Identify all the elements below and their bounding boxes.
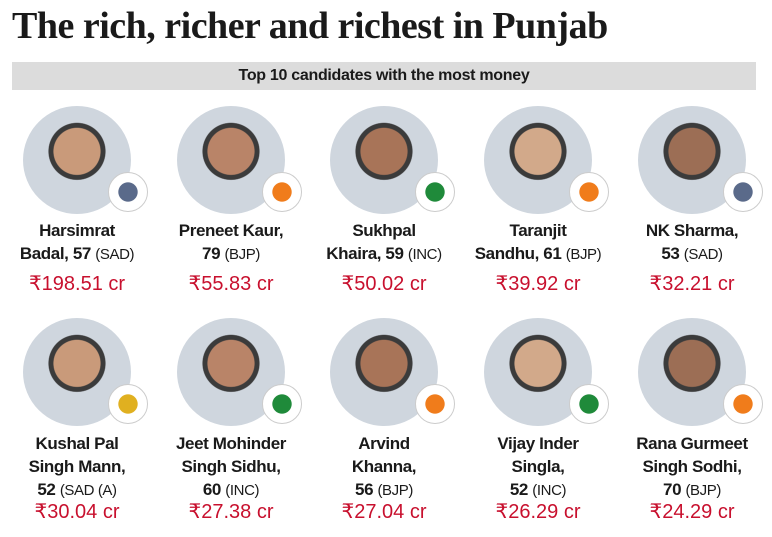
wealth: ₹26.29 cr xyxy=(495,501,581,523)
candidate-name: Rana Gurmeet Singh Sodhi, 70 (BJP) xyxy=(615,432,769,502)
party-icon xyxy=(723,172,763,212)
party: (BJP) xyxy=(565,246,602,263)
name-line: Singla, xyxy=(511,457,565,476)
candidate-card: Rana Gurmeet Singh Sodhi, 70 (BJP) ₹24.29 c… xyxy=(615,318,769,530)
party: (SAD) xyxy=(683,246,723,263)
name-line: Sandhu, 61 (BJP) xyxy=(474,244,602,263)
candidate-card: Preneet Kaur, 79 (BJP) ₹55.83 cr xyxy=(154,106,308,318)
wealth: ₹27.04 cr xyxy=(341,501,427,523)
subtitle-bar: Top 10 candidates with the most money xyxy=(12,62,756,90)
party-icon xyxy=(262,384,302,424)
wealth: ₹50.02 cr xyxy=(341,273,427,295)
party-icon xyxy=(108,172,148,212)
candidate-name: Preneet Kaur, 79 (BJP) xyxy=(154,219,308,266)
candidate-name: Taranjit Sandhu, 61 (BJP) xyxy=(461,219,615,266)
name-line: NK Sharma, xyxy=(645,221,739,240)
candidate-card: Harsimrat Badal, 57 (SAD) ₹198.51 cr xyxy=(0,106,154,318)
party: (BJP) xyxy=(377,482,413,499)
subtitle: Top 10 candidates with the most money xyxy=(238,67,530,84)
name-line: 52 (INC) xyxy=(509,480,567,499)
candidate-card: Sukhpal Khaira, 59 (INC) ₹50.02 cr xyxy=(307,106,461,318)
name-line: Sukhpal xyxy=(352,221,416,240)
party-icon xyxy=(415,172,455,212)
candidate-name: Vijay Inder Singla, 52 (INC) xyxy=(461,432,615,502)
party: (BJP) xyxy=(224,246,260,263)
party: (SAD) xyxy=(95,246,135,263)
name-line: Arvind xyxy=(358,434,410,453)
party: (BJP) xyxy=(685,482,721,499)
name-line: Singh Sidhu, xyxy=(181,457,281,476)
name-line: Khanna, xyxy=(351,457,417,476)
candidate-name: Arvind Khanna, 56 (BJP) xyxy=(307,432,461,502)
name-line: Rana Gurmeet xyxy=(636,434,748,453)
party-icon xyxy=(262,172,302,212)
name-line: 70 (BJP) xyxy=(663,480,721,499)
wealth: ₹198.51 cr xyxy=(28,273,126,295)
wealth: ₹55.83 cr xyxy=(188,273,274,295)
candidate-card: NK Sharma, 53 (SAD) ₹32.21 cr xyxy=(615,106,769,318)
name-line: Harsimrat xyxy=(39,221,115,240)
party-icon xyxy=(108,384,148,424)
party: (INC) xyxy=(407,246,442,263)
candidate-card: Kushal Pal Singh Mann, 52 (SAD (A) ₹30.04 c… xyxy=(0,318,154,530)
wealth: ₹27.38 cr xyxy=(188,501,274,523)
name-line: 53 (SAD) xyxy=(661,244,723,263)
candidate-name: Jeet Mohinder Singh Sidhu, 60 (INC) xyxy=(154,432,308,502)
party-icon xyxy=(415,384,455,424)
wealth: ₹24.29 cr xyxy=(649,501,735,523)
name-line: Singh Sodhi, xyxy=(642,457,742,476)
name-line: Vijay Inder xyxy=(497,434,579,453)
party-icon xyxy=(723,384,763,424)
name-line: Preneet Kaur, xyxy=(178,221,284,240)
name-line: Taranjit xyxy=(509,221,567,240)
party-icon xyxy=(569,172,609,212)
candidate-name: NK Sharma, 53 (SAD) xyxy=(615,219,769,266)
name-line: 79 (BJP) xyxy=(202,244,260,263)
name-line: Singh Mann, xyxy=(28,457,126,476)
name-line: 60 (INC) xyxy=(202,480,260,499)
candidate-card: Jeet Mohinder Singh Sidhu, 60 (INC) ₹27.38 … xyxy=(154,318,308,530)
party: (INC) xyxy=(532,482,567,499)
candidate-card: Arvind Khanna, 56 (BJP) ₹27.04 cr xyxy=(307,318,461,530)
name-line: Jeet Mohinder xyxy=(175,434,287,453)
party: (INC) xyxy=(225,482,260,499)
name-line: 52 (SAD (A) xyxy=(37,480,117,499)
title: The rich, richer and richest in Punjab xyxy=(12,5,608,47)
name-line: Khaira, 59 (INC) xyxy=(326,244,442,263)
name-line: Badal, 57 (SAD) xyxy=(19,244,135,263)
wealth: ₹32.21 cr xyxy=(649,273,735,295)
wealth: ₹39.92 cr xyxy=(495,273,581,295)
candidate-name: Sukhpal Khaira, 59 (INC) xyxy=(307,219,461,266)
party: (SAD (A) xyxy=(59,482,117,499)
name-line: Kushal Pal xyxy=(35,434,119,453)
candidate-name: Kushal Pal Singh Mann, 52 (SAD (A) xyxy=(0,432,154,502)
name-line: 56 (BJP) xyxy=(355,480,413,499)
candidate-name: Harsimrat Badal, 57 (SAD) xyxy=(0,219,154,266)
candidate-card: Taranjit Sandhu, 61 (BJP) ₹39.92 cr xyxy=(461,106,615,318)
party-icon xyxy=(569,384,609,424)
candidate-card: Vijay Inder Singla, 52 (INC) ₹26.29 cr xyxy=(461,318,615,530)
wealth: ₹30.04 cr xyxy=(34,501,120,523)
